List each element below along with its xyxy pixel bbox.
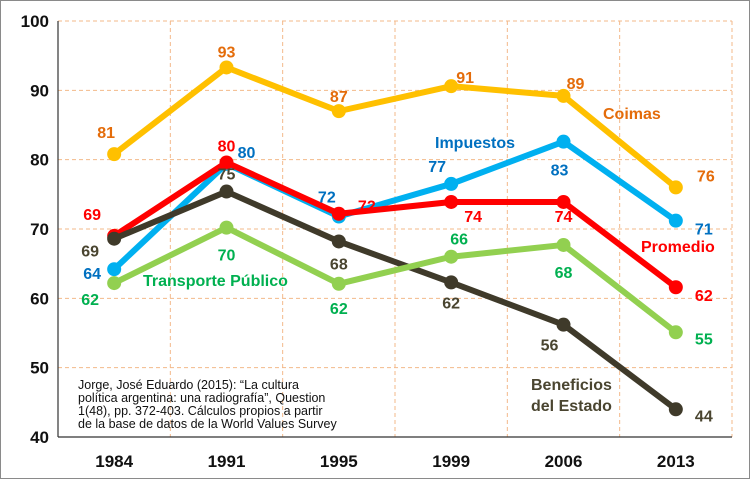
series-line-coimas — [111, 64, 679, 191]
series-line-transporte-p-blico — [111, 224, 679, 336]
data-label-beneficios-del-estado-1984: 69 — [81, 244, 99, 261]
data-label-promedio-2013: 62 — [695, 288, 713, 305]
data-label-promedio-2006: 74 — [555, 209, 573, 226]
y-tick-40: 40 — [30, 428, 49, 447]
point-coimas-1995 — [331, 104, 346, 119]
data-label-beneficios-del-estado-2013: 44 — [695, 408, 713, 425]
point-transporte-p-blico-2006 — [556, 237, 571, 252]
point-beneficios-del-estado-1991 — [219, 184, 234, 199]
point-coimas-2013 — [668, 180, 683, 195]
y-tick-50: 50 — [30, 359, 49, 378]
point-impuestos-1984 — [107, 262, 122, 277]
x-tick-1984: 1984 — [95, 452, 133, 471]
series-line-promedio — [111, 159, 679, 291]
data-label-beneficios-del-estado-2006: 56 — [541, 338, 559, 355]
data-label-beneficios-del-estado-1991: 75 — [218, 167, 236, 184]
grid — [58, 20, 733, 437]
data-label-transporte-p-blico-2013: 55 — [695, 331, 713, 348]
x-tick-1995: 1995 — [320, 452, 358, 471]
data-label-coimas-1999: 91 — [456, 70, 474, 87]
data-label-impuestos-2006: 83 — [551, 163, 569, 180]
data-label-impuestos-2013: 71 — [695, 222, 713, 239]
source-note-line-2: política argentina: una radiografía”, Qu… — [78, 391, 325, 405]
series-line-beneficios-del-estado — [111, 188, 679, 413]
data-label-impuestos-1984: 64 — [83, 266, 101, 283]
data-label-impuestos-1999: 77 — [428, 159, 446, 176]
data-label-promedio-1999: 74 — [464, 209, 482, 226]
data-label-promedio-1984: 69 — [83, 207, 101, 224]
point-transporte-p-blico-1991 — [219, 220, 234, 235]
data-label-coimas-1991: 93 — [218, 44, 236, 61]
data-label-impuestos-1995: 72 — [318, 190, 336, 207]
data-label-impuestos-1991: 80 — [238, 145, 256, 162]
point-transporte-p-blico-1995 — [331, 276, 346, 291]
y-tick-70: 70 — [30, 220, 49, 239]
point-coimas-1999 — [444, 79, 459, 94]
data-label-beneficios-del-estado-1995: 68 — [330, 256, 348, 273]
x-tick-1991: 1991 — [208, 452, 246, 471]
point-coimas-2006 — [556, 88, 571, 103]
series-label-impuestos: Impuestos — [435, 135, 515, 152]
data-label-coimas-2013: 76 — [697, 168, 715, 185]
data-label-transporte-p-blico-1991: 70 — [218, 248, 236, 265]
data-label-transporte-p-blico-2006: 68 — [555, 265, 573, 282]
point-impuestos-2006 — [556, 134, 571, 149]
series-line-impuestos — [111, 138, 679, 273]
point-promedio-2013 — [668, 280, 683, 295]
point-promedio-1995 — [331, 206, 346, 221]
point-transporte-p-blico-2013 — [668, 325, 683, 340]
x-tick-2006: 2006 — [545, 452, 583, 471]
data-label-transporte-p-blico-1999: 66 — [450, 232, 468, 249]
point-impuestos-1999 — [444, 176, 459, 191]
y-tick-80: 80 — [30, 151, 49, 170]
point-promedio-1999 — [444, 194, 459, 209]
data-label-coimas-1984: 81 — [97, 125, 115, 142]
data-label-promedio-1991: 80 — [218, 138, 236, 155]
source-note-line-3: 1(48), pp. 372-403. Cálculos propios a p… — [78, 404, 323, 418]
y-tick-100: 100 — [21, 12, 49, 31]
series-lines — [107, 60, 683, 417]
series-label-coimas: Coimas — [603, 106, 661, 123]
series-label-promedio: Promedio — [641, 239, 715, 256]
point-beneficios-del-estado-2006 — [556, 317, 571, 332]
point-promedio-1991 — [219, 155, 234, 170]
y-tick-90: 90 — [30, 81, 49, 100]
source-note-line-4: de la base de datos de la World Values S… — [78, 417, 337, 431]
x-tick-2013: 2013 — [657, 452, 695, 471]
y-tick-60: 60 — [30, 289, 49, 308]
data-label-transporte-p-blico-1995: 62 — [330, 301, 348, 318]
point-beneficios-del-estado-1999 — [444, 275, 459, 290]
data-label-transporte-p-blico-1984: 62 — [81, 292, 99, 309]
point-impuestos-2013 — [668, 213, 683, 228]
point-transporte-p-blico-1999 — [444, 249, 459, 264]
x-tick-1999: 1999 — [432, 452, 470, 471]
data-labels: 81 93 87 91 89 76 64 80 72 77 83 71 69 80 72 74 74 62 69 75… — [81, 44, 715, 425]
data-label-coimas-2006: 89 — [567, 76, 585, 93]
series-label-beneficios-line2: del Estado — [531, 398, 612, 415]
data-label-promedio-1995: 72 — [358, 199, 376, 216]
series-label-transporte: Transporte Público — [143, 273, 288, 290]
point-coimas-1984 — [107, 147, 122, 162]
source-note-line-1: Jorge, José Eduardo (2015): “La cultura — [78, 378, 299, 392]
point-beneficios-del-estado-1995 — [331, 234, 346, 249]
point-transporte-p-blico-1984 — [107, 276, 122, 291]
point-coimas-1991 — [219, 60, 234, 75]
point-beneficios-del-estado-2013 — [668, 402, 683, 417]
axes: 40 50 60 70 80 90 100 1984 1991 1995 1999 2006 2013 — [21, 12, 732, 471]
series-label-beneficios-line1: Beneficios — [531, 377, 612, 394]
data-label-beneficios-del-estado-1999: 62 — [442, 295, 460, 312]
point-beneficios-del-estado-1984 — [107, 231, 122, 246]
point-promedio-2006 — [556, 194, 571, 209]
data-label-coimas-1995: 87 — [330, 89, 348, 106]
